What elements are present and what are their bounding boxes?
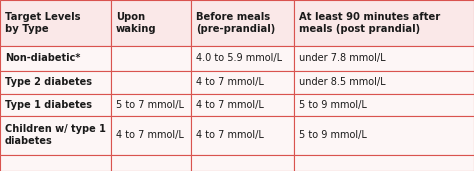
Bar <box>0 155 111 171</box>
Bar <box>111 46 191 71</box>
Text: Type 2 diabetes: Type 2 diabetes <box>5 77 92 87</box>
Bar <box>191 46 294 71</box>
Text: 4 to 7 mmol/L: 4 to 7 mmol/L <box>116 130 184 140</box>
Text: Children w/ type 1
diabetes: Children w/ type 1 diabetes <box>5 124 106 146</box>
Text: Type 1 diabetes: Type 1 diabetes <box>5 100 92 110</box>
Text: Upon
waking: Upon waking <box>116 12 157 34</box>
Bar <box>111 116 191 155</box>
Text: under 8.5 mmol/L: under 8.5 mmol/L <box>299 77 386 87</box>
Bar <box>111 0 191 46</box>
Bar <box>294 155 474 171</box>
Bar <box>294 46 474 71</box>
Bar <box>294 116 474 155</box>
Bar <box>0 46 111 71</box>
Bar <box>111 94 191 116</box>
Text: Target Levels
by Type: Target Levels by Type <box>5 12 80 34</box>
Text: 5 to 7 mmol/L: 5 to 7 mmol/L <box>116 100 184 110</box>
Bar <box>294 71 474 94</box>
Bar <box>111 71 191 94</box>
Bar <box>191 71 294 94</box>
Bar <box>0 0 111 46</box>
Text: 4 to 7 mmol/L: 4 to 7 mmol/L <box>196 130 264 140</box>
Bar <box>294 0 474 46</box>
Text: 5 to 9 mmol/L: 5 to 9 mmol/L <box>299 100 367 110</box>
Bar <box>294 94 474 116</box>
Bar <box>0 116 111 155</box>
Bar <box>0 94 111 116</box>
Text: Before meals
(pre-prandial): Before meals (pre-prandial) <box>196 12 275 34</box>
Text: 4 to 7 mmol/L: 4 to 7 mmol/L <box>196 77 264 87</box>
Bar <box>191 155 294 171</box>
Bar <box>0 71 111 94</box>
Text: Non-diabetic*: Non-diabetic* <box>5 54 80 63</box>
Text: At least 90 minutes after
meals (post prandial): At least 90 minutes after meals (post pr… <box>299 12 440 34</box>
Bar <box>111 155 191 171</box>
Bar <box>191 0 294 46</box>
Text: 4 to 7 mmol/L: 4 to 7 mmol/L <box>196 100 264 110</box>
Text: under 7.8 mmol/L: under 7.8 mmol/L <box>299 54 386 63</box>
Text: 4.0 to 5.9 mmol/L: 4.0 to 5.9 mmol/L <box>196 54 282 63</box>
Text: 5 to 9 mmol/L: 5 to 9 mmol/L <box>299 130 367 140</box>
Bar <box>191 94 294 116</box>
Bar <box>191 116 294 155</box>
